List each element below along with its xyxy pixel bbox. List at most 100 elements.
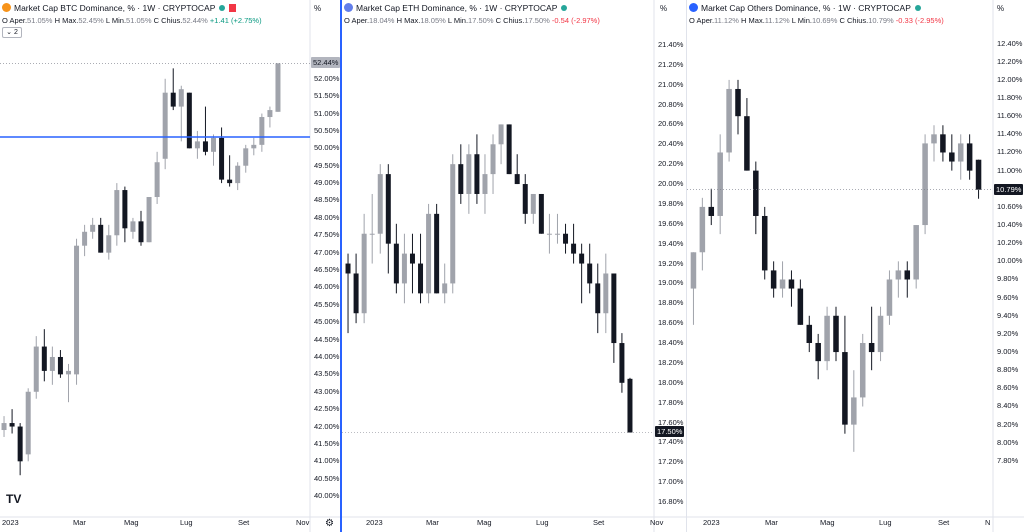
collapse-indicators-button[interactable]: ⌄ 2: [2, 27, 22, 38]
candle[interactable]: [49, 346, 55, 385]
candle[interactable]: [482, 154, 488, 214]
candle[interactable]: [538, 193, 544, 234]
candle[interactable]: [957, 134, 964, 180]
candle[interactable]: [726, 79, 732, 162]
candle[interactable]: [170, 68, 176, 111]
candle[interactable]: [434, 203, 440, 294]
candle[interactable]: [458, 144, 464, 204]
candle[interactable]: [611, 273, 617, 363]
candle[interactable]: [886, 270, 893, 325]
candle[interactable]: [975, 159, 982, 199]
candle[interactable]: [788, 270, 795, 307]
candle[interactable]: [603, 253, 609, 334]
candle[interactable]: [25, 388, 31, 462]
candle[interactable]: [57, 350, 63, 378]
candle[interactable]: [275, 63, 281, 112]
candle[interactable]: [1, 416, 7, 437]
candle[interactable]: [824, 306, 830, 371]
candle[interactable]: [949, 134, 955, 171]
candle[interactable]: [90, 217, 96, 239]
eth-legend[interactable]: Market Cap ETH Dominance, % · 1W · CRYPT…: [344, 3, 568, 13]
pane-separator[interactable]: [340, 0, 342, 532]
candle[interactable]: [966, 134, 973, 180]
candle[interactable]: [186, 92, 192, 149]
gear-icon[interactable]: ⚙: [325, 518, 334, 529]
candle[interactable]: [904, 261, 911, 298]
others-legend[interactable]: Market Cap Others Dominance, % · 1W · CR…: [689, 3, 921, 13]
candle[interactable]: [267, 106, 273, 128]
flag-icon[interactable]: [229, 4, 237, 12]
candle[interactable]: [546, 213, 552, 254]
candle[interactable]: [744, 98, 750, 171]
candle[interactable]: [353, 253, 359, 324]
candle[interactable]: [361, 213, 367, 324]
candle[interactable]: [851, 370, 857, 452]
candle[interactable]: [98, 217, 104, 253]
candle[interactable]: [815, 333, 821, 380]
candle[interactable]: [579, 243, 585, 304]
candle[interactable]: [243, 144, 249, 173]
candle[interactable]: [699, 197, 706, 271]
candle[interactable]: [219, 127, 225, 184]
candle[interactable]: [418, 233, 424, 304]
candle[interactable]: [913, 225, 919, 289]
eth-chart-canvas[interactable]: [342, 0, 686, 532]
candle[interactable]: [530, 193, 536, 224]
candle[interactable]: [842, 315, 848, 434]
candle[interactable]: [41, 329, 47, 382]
btc-legend[interactable]: Market Cap BTC Dominance, % · 1W · CRYPT…: [2, 3, 237, 13]
candle[interactable]: [369, 193, 375, 264]
candle[interactable]: [563, 223, 569, 254]
candle[interactable]: [717, 134, 723, 235]
candle[interactable]: [74, 238, 80, 385]
candle[interactable]: [393, 223, 399, 294]
candle[interactable]: [130, 217, 136, 239]
candle[interactable]: [498, 124, 504, 165]
candle[interactable]: [138, 210, 144, 246]
candle[interactable]: [211, 134, 217, 166]
pane-separator[interactable]: [686, 0, 687, 532]
candle[interactable]: [178, 85, 184, 142]
candle[interactable]: [162, 78, 168, 170]
others-chart-canvas[interactable]: [687, 0, 1024, 532]
candle[interactable]: [770, 261, 777, 298]
candle[interactable]: [82, 224, 88, 257]
candle[interactable]: [554, 213, 560, 244]
candle[interactable]: [895, 261, 902, 298]
candle[interactable]: [806, 315, 813, 353]
candle[interactable]: [868, 306, 875, 371]
candle[interactable]: [385, 164, 391, 274]
candle[interactable]: [514, 154, 520, 185]
candle[interactable]: [426, 203, 432, 304]
candle[interactable]: [194, 130, 200, 159]
candle[interactable]: [65, 363, 71, 403]
candle[interactable]: [146, 197, 152, 243]
candle[interactable]: [227, 155, 233, 187]
candle[interactable]: [761, 206, 768, 280]
candle[interactable]: [235, 162, 241, 191]
btc-dominance-pane[interactable]: Market Cap BTC Dominance, % · 1W · CRYPT…: [0, 0, 340, 532]
candle[interactable]: [833, 306, 839, 362]
eth-dominance-pane[interactable]: Market Cap ETH Dominance, % · 1W · CRYPT…: [342, 0, 686, 532]
candle[interactable]: [345, 253, 351, 334]
candle[interactable]: [9, 409, 15, 434]
candle[interactable]: [940, 125, 946, 162]
candle[interactable]: [490, 134, 496, 194]
tradingview-logo-icon[interactable]: TV: [6, 492, 22, 506]
candle[interactable]: [735, 79, 741, 135]
candle[interactable]: [122, 186, 128, 243]
others-dominance-pane[interactable]: Market Cap Others Dominance, % · 1W · CR…: [687, 0, 1024, 532]
candle[interactable]: [466, 144, 472, 214]
candle[interactable]: [442, 263, 448, 304]
candle[interactable]: [931, 125, 937, 162]
candle[interactable]: [106, 224, 112, 260]
candle[interactable]: [619, 333, 625, 393]
candle[interactable]: [708, 188, 715, 226]
candle[interactable]: [251, 137, 257, 156]
candle[interactable]: [114, 183, 120, 246]
candle[interactable]: [627, 377, 633, 433]
candle[interactable]: [202, 106, 208, 156]
btc-chart-canvas[interactable]: [0, 0, 340, 532]
candle[interactable]: [877, 306, 884, 362]
candle[interactable]: [506, 124, 512, 175]
